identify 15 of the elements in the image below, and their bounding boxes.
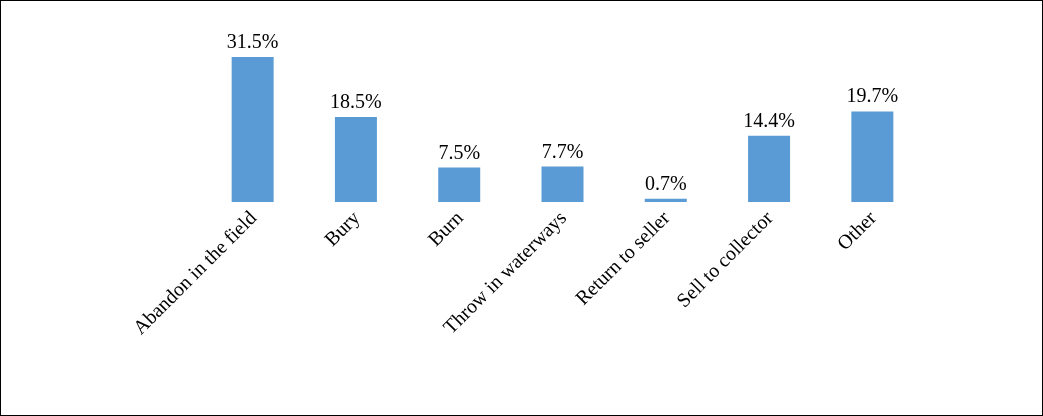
bar (438, 167, 481, 202)
data-label: 18.5% (330, 89, 382, 112)
bar (541, 166, 584, 202)
data-label: 7.5% (438, 140, 481, 163)
bar (334, 116, 377, 202)
bar (851, 111, 894, 202)
data-label: 7.7% (541, 139, 584, 162)
data-label: 0.7% (644, 171, 687, 194)
x-tick-label: Burn (423, 206, 467, 251)
bar (231, 57, 274, 202)
data-label: 14.4% (743, 108, 795, 131)
bar (748, 135, 791, 202)
data-label: 31.5% (226, 30, 279, 53)
bar (644, 198, 687, 202)
data-label: 19.7% (846, 84, 899, 107)
